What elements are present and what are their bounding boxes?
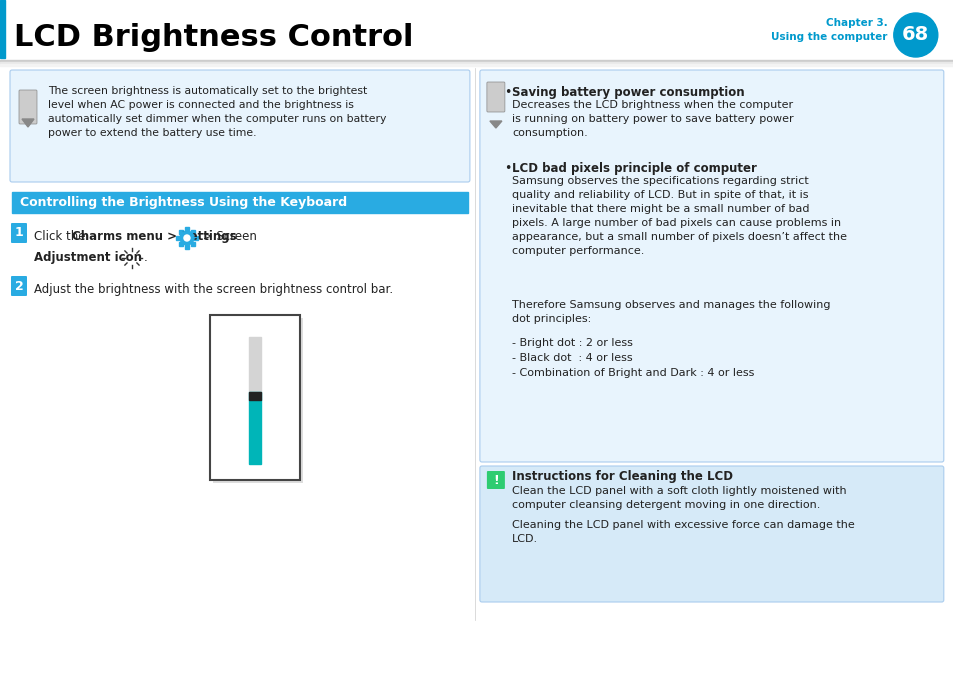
FancyBboxPatch shape <box>213 318 303 483</box>
Text: LCD Brightness Control: LCD Brightness Control <box>14 24 413 53</box>
Text: •: • <box>503 162 511 175</box>
FancyBboxPatch shape <box>11 276 27 296</box>
Polygon shape <box>22 119 34 127</box>
Text: Adjustment icon: Adjustment icon <box>34 251 142 264</box>
FancyBboxPatch shape <box>19 90 37 124</box>
Bar <box>249 337 261 392</box>
Bar <box>0 62 953 64</box>
Text: .: . <box>144 251 148 264</box>
Text: !: ! <box>493 473 498 487</box>
FancyBboxPatch shape <box>10 70 470 182</box>
Bar <box>0 64 953 66</box>
Text: Chapter 3.: Chapter 3. <box>825 18 887 28</box>
Text: 1: 1 <box>14 227 23 240</box>
Bar <box>193 236 198 240</box>
Bar <box>249 392 261 464</box>
Bar <box>178 242 182 246</box>
FancyBboxPatch shape <box>486 82 504 112</box>
Text: •: • <box>503 86 511 99</box>
Bar <box>0 60 953 62</box>
Text: > Screen: > Screen <box>199 230 256 243</box>
FancyBboxPatch shape <box>479 466 943 602</box>
Text: Samsung observes the specifications regarding strict
quality and reliability of : Samsung observes the specifications rega… <box>512 176 846 256</box>
FancyBboxPatch shape <box>210 315 299 480</box>
Text: Cleaning the LCD panel with excessive force can damage the
LCD.: Cleaning the LCD panel with excessive fo… <box>512 520 854 544</box>
Text: 2: 2 <box>14 280 23 292</box>
Bar <box>192 242 195 246</box>
Bar <box>249 392 261 400</box>
Bar <box>185 245 189 249</box>
FancyBboxPatch shape <box>479 70 943 462</box>
Text: Decreases the LCD brightness when the computer
is running on battery power to sa: Decreases the LCD brightness when the co… <box>512 100 793 138</box>
Text: LCD bad pixels principle of computer: LCD bad pixels principle of computer <box>512 162 756 175</box>
Circle shape <box>893 13 937 57</box>
Bar <box>175 236 180 240</box>
Bar <box>192 230 195 234</box>
Bar <box>178 230 182 234</box>
FancyBboxPatch shape <box>11 223 27 243</box>
Text: - Bright dot : 2 or less
- Black dot  : 4 or less
- Combination of Bright and Da: - Bright dot : 2 or less - Black dot : 4… <box>512 338 754 378</box>
Polygon shape <box>490 121 501 128</box>
Text: Click the: Click the <box>34 230 90 243</box>
Bar <box>185 227 189 231</box>
Text: Saving battery power consumption: Saving battery power consumption <box>512 86 743 99</box>
Text: 68: 68 <box>902 26 928 45</box>
Text: Controlling the Brightness Using the Keyboard: Controlling the Brightness Using the Key… <box>20 196 347 209</box>
FancyBboxPatch shape <box>486 471 504 489</box>
Text: Adjust the brightness with the screen brightness control bar.: Adjust the brightness with the screen br… <box>34 283 393 296</box>
Text: Charms menu > Settings: Charms menu > Settings <box>71 230 236 243</box>
Text: Instructions for Cleaning the LCD: Instructions for Cleaning the LCD <box>512 470 732 483</box>
Text: Clean the LCD panel with a soft cloth lightly moistened with
computer cleansing : Clean the LCD panel with a soft cloth li… <box>512 486 845 510</box>
Text: Therefore Samsung observes and manages the following
dot principles:: Therefore Samsung observes and manages t… <box>512 300 829 324</box>
Circle shape <box>180 231 193 245</box>
Text: The screen brightness is automatically set to the brightest
level when AC power : The screen brightness is automatically s… <box>48 86 386 138</box>
Bar <box>12 192 467 213</box>
Text: Using the computer: Using the computer <box>771 32 887 42</box>
Bar <box>0 0 5 58</box>
Circle shape <box>184 235 190 241</box>
